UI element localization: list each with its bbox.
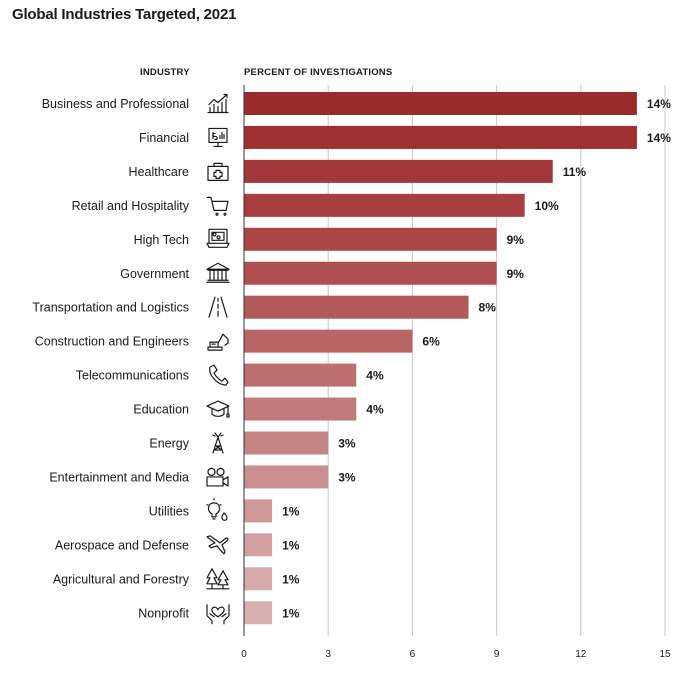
transmission-tower-icon	[212, 432, 224, 454]
graduation-cap-icon	[206, 400, 230, 418]
x-tick-label: 0	[241, 649, 247, 660]
lightbulb-water-icon	[206, 498, 228, 521]
value-label: 4%	[366, 369, 384, 383]
bar	[244, 397, 357, 421]
hands-heart-icon-shape	[206, 604, 230, 625]
category-label: Retail and Hospitality	[72, 199, 190, 213]
road-icon-shape	[208, 296, 228, 318]
category-label: Entertainment and Media	[49, 470, 189, 484]
bar	[244, 533, 273, 557]
category-label: Financial	[139, 131, 189, 145]
bar	[244, 601, 273, 625]
x-tick-label: 9	[494, 649, 500, 660]
film-camera-icon-shape	[206, 467, 229, 487]
bars-group	[244, 92, 637, 625]
chart-title: Global Industries Targeted, 2021	[12, 6, 237, 23]
money-board-icon	[208, 127, 228, 148]
bar	[244, 363, 357, 387]
bar	[244, 567, 273, 591]
bar	[244, 125, 637, 149]
shopping-cart-icon-shape	[206, 196, 229, 216]
first-aid-kit-icon	[207, 162, 229, 181]
excavator-icon	[207, 333, 229, 351]
airplane-icon-shape	[206, 535, 229, 555]
bar	[244, 431, 329, 455]
growth-chart-icon	[207, 93, 229, 114]
growth-chart-icon-shape	[207, 93, 229, 114]
excavator-icon-shape	[207, 333, 229, 351]
government-building-icon	[206, 262, 230, 283]
bar	[244, 92, 637, 115]
value-label: 3%	[338, 437, 356, 451]
film-camera-icon	[206, 467, 229, 487]
category-label: Nonprofit	[138, 606, 189, 620]
value-label: 14%	[647, 131, 671, 145]
value-label: 1%	[282, 572, 300, 586]
category-label: Aerospace and Defense	[55, 538, 189, 552]
category-label: Utilities	[149, 504, 189, 518]
value-label: 14%	[647, 97, 671, 111]
bar	[244, 159, 553, 183]
value-label: 10%	[535, 199, 559, 213]
category-label: High Tech	[134, 233, 189, 247]
value-label: 1%	[282, 504, 300, 518]
x-tick-label: 3	[325, 649, 331, 660]
airplane-icon	[206, 535, 229, 555]
value-label: 1%	[282, 538, 300, 552]
value-label: 1%	[282, 606, 300, 620]
hands-heart-icon	[206, 604, 230, 625]
computer-icon-shape	[206, 228, 230, 248]
category-label: Energy	[149, 437, 189, 451]
telephone-icon-shape	[209, 364, 229, 386]
value-label: 11%	[563, 165, 587, 179]
shopping-cart-icon	[206, 196, 229, 216]
trees-icon	[206, 568, 230, 590]
value-label: 9%	[507, 233, 525, 247]
value-label: 6%	[422, 335, 440, 349]
value-label: 9%	[507, 267, 525, 281]
bar	[244, 295, 469, 319]
trees-icon-shape	[206, 568, 230, 590]
category-label: Transportation and Logistics	[32, 301, 189, 315]
first-aid-kit-icon-shape	[207, 162, 229, 181]
x-tick-label: 6	[410, 649, 416, 660]
category-label: Construction and Engineers	[35, 335, 189, 349]
telephone-icon	[209, 364, 229, 386]
category-label: Business and Professional	[42, 97, 189, 111]
value-column-header: PERCENT OF INVESTIGATIONS	[244, 67, 393, 78]
category-label: Government	[120, 267, 189, 281]
bar	[244, 193, 525, 217]
graduation-cap-icon-shape	[206, 400, 230, 418]
bar	[244, 499, 273, 523]
bar	[244, 261, 497, 285]
bar	[244, 329, 413, 353]
value-label: 3%	[338, 470, 356, 484]
value-label: 4%	[366, 403, 384, 417]
lightbulb-water-icon-shape	[206, 498, 228, 521]
x-tick-label: 15	[659, 649, 671, 660]
money-board-icon-shape	[208, 127, 228, 148]
category-label: Telecommunications	[76, 369, 189, 383]
category-label: Healthcare	[129, 165, 189, 179]
x-tick-label: 12	[575, 649, 587, 660]
computer-icon	[206, 228, 230, 248]
value-label: 8%	[479, 301, 497, 315]
category-label: Agricultural and Forestry	[53, 572, 190, 586]
category-label: Education	[133, 403, 189, 417]
transmission-tower-icon-shape	[212, 432, 224, 454]
government-building-icon-shape	[206, 262, 230, 283]
bar	[244, 227, 497, 251]
road-icon	[208, 296, 228, 318]
bar	[244, 465, 329, 489]
industry-column-header: INDUSTRY	[140, 67, 190, 78]
